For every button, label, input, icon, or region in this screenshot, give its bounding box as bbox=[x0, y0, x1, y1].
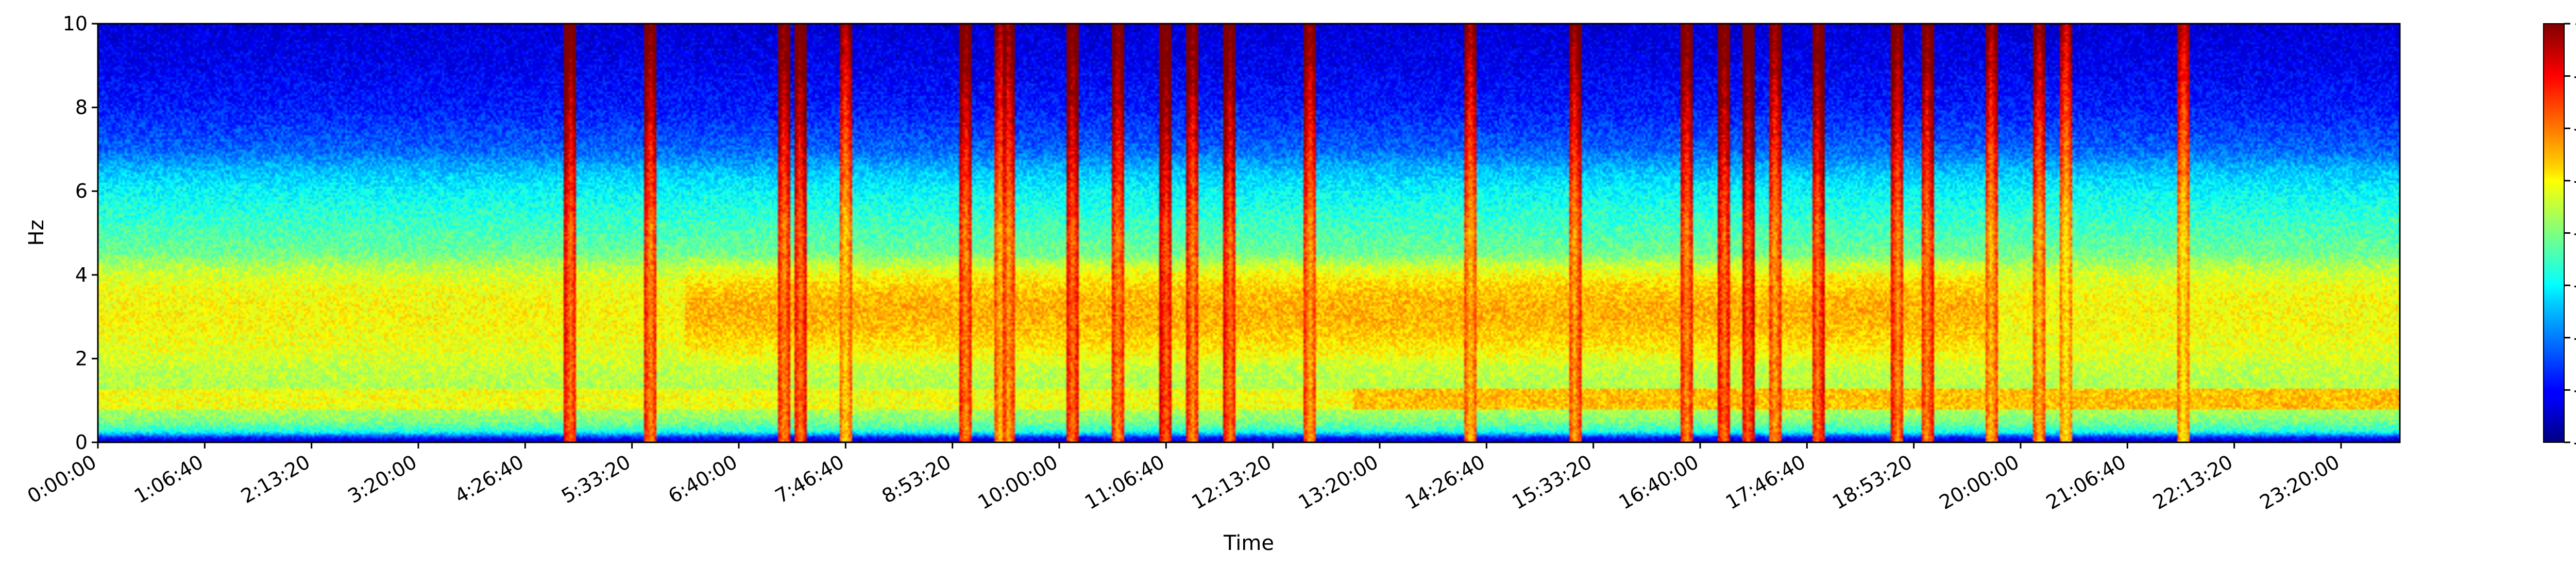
plot-frame bbox=[97, 23, 2401, 443]
x-tick-label: 13:20:00 bbox=[1295, 451, 1382, 514]
y-tick-label: 8 bbox=[75, 96, 88, 119]
colorbar-tick-label: -50 dB bbox=[2573, 274, 2576, 297]
x-tick-label: 12:13:20 bbox=[1188, 451, 1275, 514]
x-axis: 0:00:00 1:06:40 2:13:20 3:20:00 4:26:40 5:33:… bbox=[24, 442, 2344, 514]
x-tick-label: 6:40:00 bbox=[665, 451, 741, 508]
colorbar-tick-label: -30 dB bbox=[2573, 169, 2576, 192]
x-tick-label: 11:06:40 bbox=[1081, 451, 1168, 514]
x-axis-label: Time bbox=[1223, 531, 1274, 555]
y-tick-label: 10 bbox=[63, 12, 88, 35]
colorbar-tick-label: -10 dB bbox=[2573, 65, 2576, 88]
x-tick-label: 14:26:40 bbox=[1401, 451, 1489, 514]
colorbar-tick-label: +0 dB bbox=[2573, 12, 2576, 35]
x-tick-label: 16:40:00 bbox=[1615, 451, 1703, 514]
x-tick-label: 18:53:20 bbox=[1828, 451, 1916, 514]
x-tick-label: 10:00:00 bbox=[974, 451, 1062, 514]
x-tick-label: 8:53:20 bbox=[878, 451, 955, 508]
colorbar-tick-label: -70 dB bbox=[2573, 378, 2576, 401]
y-tick-label: 4 bbox=[75, 264, 88, 286]
x-tick-label: 22:13:20 bbox=[2149, 451, 2236, 514]
x-tick-label: 2:13:20 bbox=[237, 451, 314, 508]
y-tick-label: 0 bbox=[75, 431, 88, 454]
x-tick-label: 20:00:00 bbox=[1936, 451, 2023, 514]
x-tick-label: 15:33:20 bbox=[1508, 451, 1596, 514]
y-axis-label: Hz bbox=[25, 219, 48, 246]
colorbar-tick-label: -40 dB bbox=[2573, 222, 2576, 245]
colorbar-tick-label: -80 dB bbox=[2573, 431, 2576, 454]
colorbar-ticks: +0 dB -10 dB -20 dB -30 dB -40 dB -50 dB -60 d… bbox=[2564, 12, 2576, 454]
x-tick-label: 3:20:00 bbox=[344, 451, 421, 508]
spectrogram-plot bbox=[97, 23, 2401, 443]
x-tick-label: 4:26:40 bbox=[451, 451, 528, 508]
x-tick-label: 0:00:00 bbox=[24, 451, 100, 508]
x-tick-label: 1:06:40 bbox=[130, 451, 207, 508]
x-tick-label: 7:46:40 bbox=[771, 451, 848, 508]
y-tick-label: 6 bbox=[75, 180, 88, 202]
x-tick-label: 5:33:20 bbox=[557, 451, 634, 508]
x-tick-label: 23:20:00 bbox=[2256, 451, 2344, 514]
colorbar-gradient bbox=[2543, 23, 2565, 443]
colorbar-tick-label: -60 dB bbox=[2573, 326, 2576, 349]
y-axis: 0 2 4 6 8 10 bbox=[63, 12, 98, 454]
y-tick-label: 2 bbox=[75, 347, 88, 370]
x-tick-label: 21:06:40 bbox=[2042, 451, 2130, 514]
colorbar: +0 dB -10 dB -20 dB -30 dB -40 dB -50 dB -60 d… bbox=[2543, 12, 2576, 454]
spectrogram-heatmap bbox=[98, 24, 2400, 442]
x-tick-label: 17:46:40 bbox=[1722, 451, 1809, 514]
colorbar-tick-label: -20 dB bbox=[2573, 117, 2576, 140]
